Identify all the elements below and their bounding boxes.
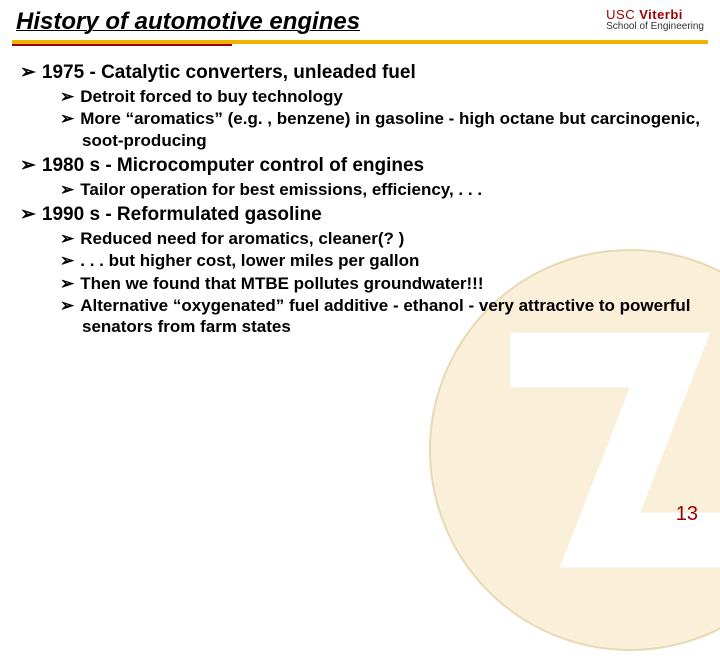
bullet-text: Tailor operation for best emissions, eff… <box>80 180 482 199</box>
bullet-arrow-icon: ➢ <box>60 180 74 199</box>
bullet-text: Then we found that MTBE pollutes groundw… <box>80 274 483 293</box>
slide-header: History of automotive engines USC Viterb… <box>0 0 720 36</box>
bullet-level2: ➢ Alternative “oxygenated” fuel additive … <box>60 295 700 338</box>
bullet-arrow-icon: ➢ <box>20 204 36 225</box>
bullet-arrow-icon: ➢ <box>20 62 36 83</box>
bullet-arrow-icon: ➢ <box>60 251 74 270</box>
bullet-level1: ➢ 1975 - Catalytic converters, unleaded f… <box>20 61 700 84</box>
bullet-text: . . . but higher cost, lower miles per g… <box>80 251 419 270</box>
bullet-arrow-icon: ➢ <box>60 296 74 315</box>
bullet-level1: ➢ 1990 s - Reformulated gasoline <box>20 203 700 226</box>
bullet-level2: ➢ Then we found that MTBE pollutes ground… <box>60 273 700 294</box>
logo-prefix: USC <box>606 7 639 22</box>
logo-line2: School of Engineering <box>606 22 704 32</box>
header-rule <box>12 40 708 46</box>
bullet-arrow-icon: ➢ <box>60 87 74 106</box>
bullet-arrow-icon: ➢ <box>60 109 74 128</box>
bullet-arrow-icon: ➢ <box>20 155 36 176</box>
logo-bold: Viterbi <box>639 7 683 22</box>
bullet-text: Reduced need for aromatics, cleaner(? ) <box>80 229 404 248</box>
bullet-level1: ➢ 1980 s - Microcomputer control of engin… <box>20 154 700 177</box>
bullet-text: 1980 s - Microcomputer control of engine… <box>42 155 424 176</box>
bullet-arrow-icon: ➢ <box>60 229 74 248</box>
slide-title: History of automotive engines <box>16 8 360 36</box>
bullet-text: 1975 - Catalytic converters, unleaded fu… <box>42 62 416 83</box>
bullet-text: Detroit forced to buy technology <box>80 87 343 106</box>
bullet-level2: ➢ Detroit forced to buy technology <box>60 86 700 107</box>
bullet-level2: ➢ . . . but higher cost, lower miles per … <box>60 250 700 271</box>
bullet-arrow-icon: ➢ <box>60 274 74 293</box>
bullet-text: More “aromatics” (e.g. , benzene) in gas… <box>80 109 700 149</box>
bullet-level2: ➢ Tailor operation for best emissions, ef… <box>60 179 700 200</box>
slide-body: ➢ 1975 - Catalytic converters, unleaded f… <box>0 54 720 337</box>
bullet-level2: ➢ Reduced need for aromatics, cleaner(? ) <box>60 228 700 249</box>
usc-logo: USC Viterbi School of Engineering <box>606 8 704 32</box>
bullet-text: 1990 s - Reformulated gasoline <box>42 204 322 225</box>
page-number: 13 <box>676 503 698 526</box>
bullet-level2: ➢ More “aromatics” (e.g. , benzene) in ga… <box>60 108 700 151</box>
rule-red <box>12 44 232 46</box>
bullet-text: Alternative “oxygenated” fuel additive -… <box>80 296 690 336</box>
logo-line1: USC Viterbi <box>606 8 704 21</box>
